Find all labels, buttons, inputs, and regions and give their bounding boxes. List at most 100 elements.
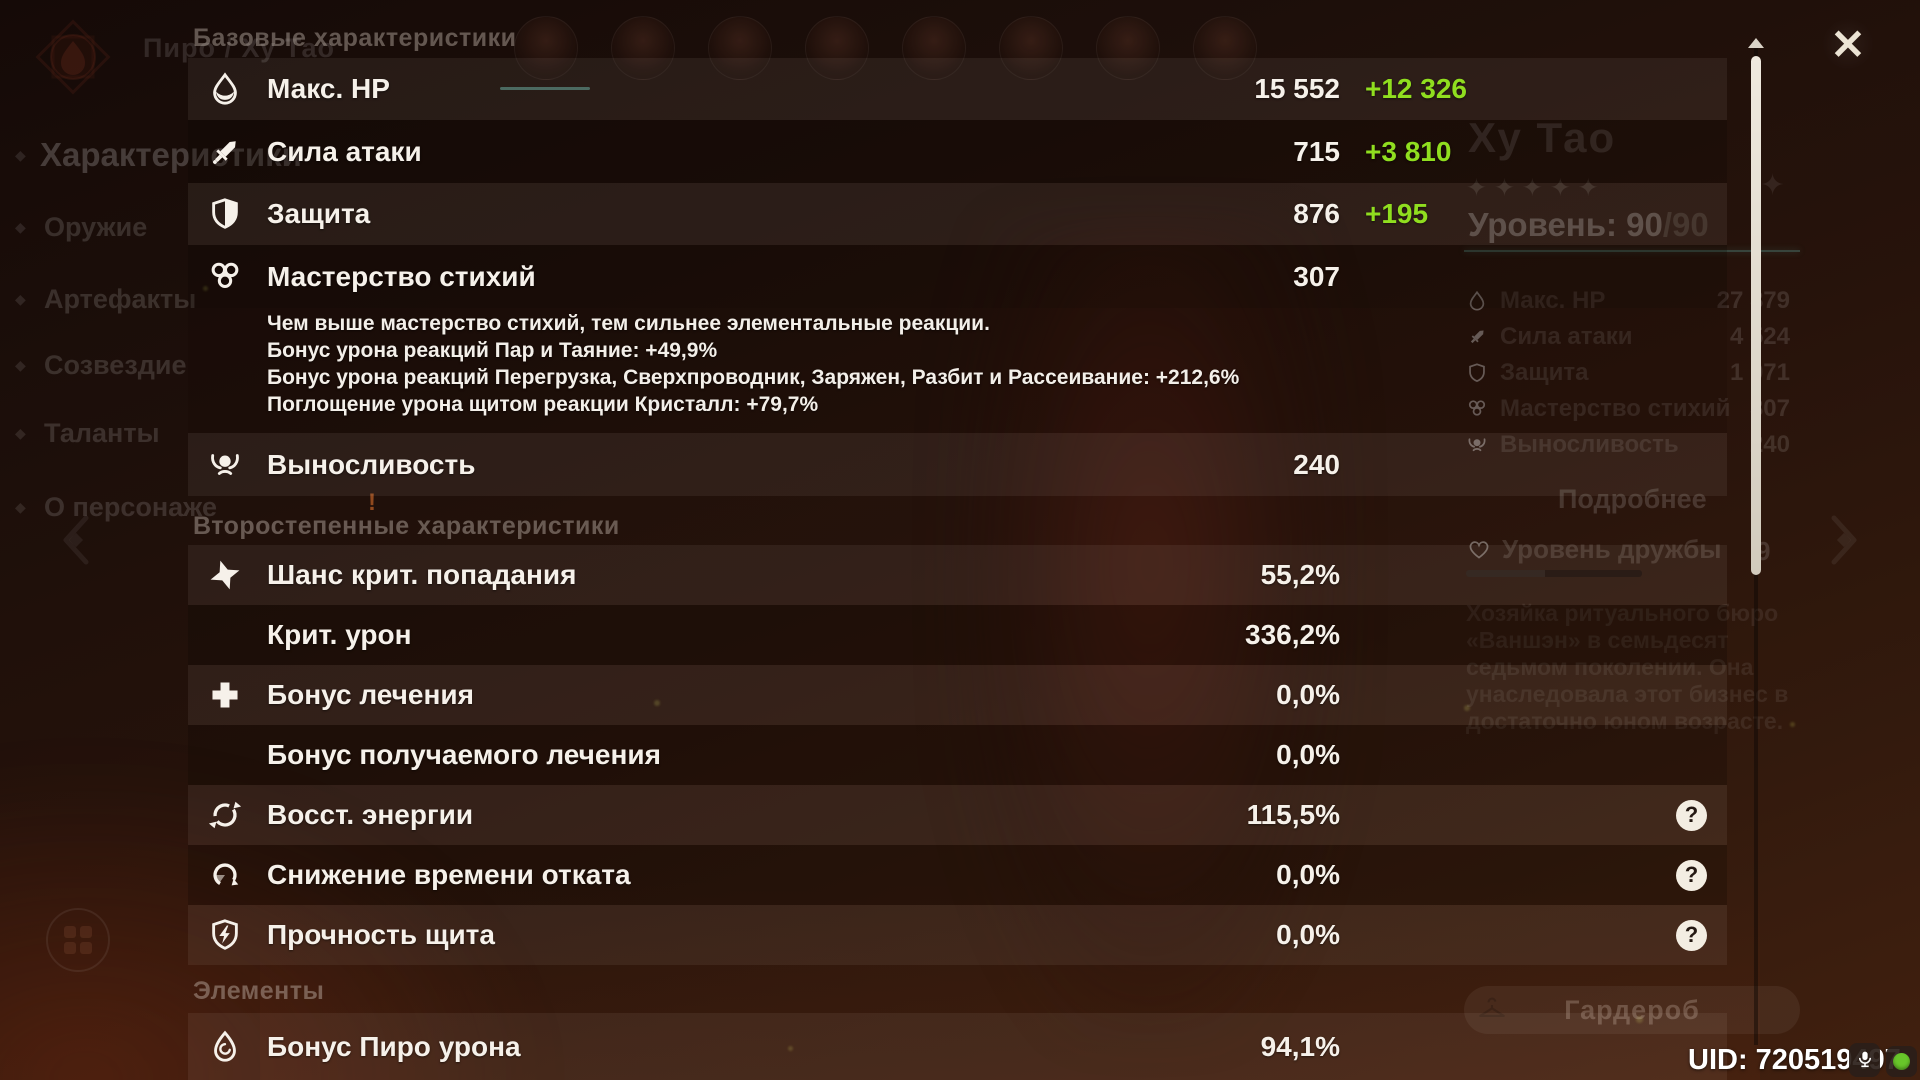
sparkle-dot xyxy=(203,286,208,291)
prev-character-arrow-icon[interactable] xyxy=(56,510,96,570)
party-avatar[interactable] xyxy=(611,16,675,80)
pyro-emblem-icon xyxy=(27,11,119,103)
sidebar-item-about[interactable]: О персонаже xyxy=(44,492,217,522)
friendship-progress-bar xyxy=(1466,570,1642,577)
stat-row-attack: Сила атаки 715 +3 810 xyxy=(188,120,1727,183)
sparkle-dot xyxy=(1636,1016,1643,1023)
help-icon[interactable]: ? xyxy=(1676,859,1707,891)
character-level: Уровень: 90/90 xyxy=(1468,206,1709,244)
help-icon[interactable]: ? xyxy=(1676,799,1707,831)
stat-row-elemental-mastery: Мастерство стихий 307 xyxy=(188,245,1727,308)
level-current: Уровень: 90 xyxy=(1468,206,1663,243)
sidebar-item-constellation[interactable]: Созвездие xyxy=(44,350,187,380)
help-icon[interactable]: ? xyxy=(1676,919,1707,951)
healing-bonus-icon xyxy=(205,675,245,715)
microphone-icon xyxy=(1855,1049,1875,1071)
diamond-bullet-icon: ◆ xyxy=(15,425,26,441)
character-name: Ху Тао xyxy=(1468,114,1617,161)
microphone-button[interactable] xyxy=(1849,1043,1880,1077)
scrollbar-thumb[interactable] xyxy=(1751,56,1761,575)
hanger-icon xyxy=(1476,994,1508,1026)
stat-bonus: +3 810 xyxy=(1365,135,1452,167)
party-avatar[interactable] xyxy=(514,16,578,80)
party-setup-button[interactable] xyxy=(46,908,110,972)
sparkle-dot xyxy=(788,1046,793,1051)
wardrobe-button[interactable]: Гардероб xyxy=(1464,986,1800,1034)
breadcrumb: Пиро / Ху Тао xyxy=(143,33,335,63)
party-avatar[interactable] xyxy=(805,16,869,80)
stat-row-crit-rate: Шанс крит. попадания 55,2% xyxy=(188,545,1727,605)
selected-avatar-underline xyxy=(500,87,590,90)
character-silhouette xyxy=(950,220,1350,1040)
panel-divider xyxy=(1464,250,1800,252)
sparkle-dot xyxy=(1790,722,1795,727)
stat-row-stamina: Выносливость 240 xyxy=(188,433,1727,496)
elemental-mastery-icon xyxy=(1466,398,1488,420)
green-status-dot-icon xyxy=(1893,1053,1910,1070)
defense-icon xyxy=(205,194,245,234)
crit-rate-icon xyxy=(205,555,245,595)
diamond-bullet-icon: ◆ xyxy=(15,291,26,307)
attack-icon xyxy=(1466,326,1488,348)
attack-icon xyxy=(205,132,245,172)
stat-row-pyro-bonus: Бонус Пиро урона 94,1% xyxy=(188,1013,1727,1080)
cooldown-reduction-icon xyxy=(205,855,245,895)
grid-icon xyxy=(64,926,92,954)
scroll-up-arrow-icon[interactable] xyxy=(1748,38,1764,48)
stat-bonus: +195 xyxy=(1365,198,1429,229)
stat-row-cooldown-reduction: Снижение времени отката 0,0% ? xyxy=(188,845,1727,905)
em-desc-line: Бонус урона реакций Пар и Таяние: +49,9% xyxy=(267,339,718,362)
party-avatar[interactable] xyxy=(1193,16,1257,80)
level-max: /90 xyxy=(1662,206,1709,243)
diamond-bullet-icon: ◆ xyxy=(15,147,26,163)
party-avatar[interactable] xyxy=(902,16,966,80)
stat-row-defense: Защита 876 +195 xyxy=(188,183,1727,245)
pyro-icon xyxy=(205,1027,245,1067)
sidebar-item-weapon[interactable]: Оружие xyxy=(44,212,148,242)
details-button[interactable]: Подробнее xyxy=(1558,484,1707,514)
friendship-row: Уровень дружбы xyxy=(1466,534,1721,565)
sparkle-dot xyxy=(1464,705,1470,711)
stat-row-incoming-healing: Бонус получаемого лечения 0,0% xyxy=(188,725,1727,785)
elemental-mastery-icon xyxy=(205,257,245,297)
sidebar-item-talents[interactable]: Таланты xyxy=(44,418,160,448)
defense-icon xyxy=(1466,362,1488,384)
character-description: Хозяйка ритуального бюро «Ваншэн» в семь… xyxy=(1466,600,1789,734)
diamond-bullet-icon: ◆ xyxy=(15,357,26,373)
energy-recharge-icon xyxy=(205,795,245,835)
stat-row-shield-strength: Прочность щита 0,0% ? xyxy=(188,905,1727,965)
party-avatar[interactable] xyxy=(999,16,1063,80)
party-avatar[interactable] xyxy=(708,16,772,80)
stamina-icon xyxy=(205,445,245,485)
stat-row-crit-dmg: Крит. урон 336,2% xyxy=(188,605,1727,665)
close-button[interactable]: ✕ xyxy=(1822,18,1874,70)
stat-row-max-hp: Макс. HP 15 552 +12 326 xyxy=(188,58,1727,120)
alert-badge: ! xyxy=(368,489,376,516)
bg-stat-row: Мастерство стихий 307 xyxy=(1466,394,1790,424)
sidebar-item-artifacts[interactable]: Артефакты xyxy=(44,284,197,314)
stat-bonus: +12 326 xyxy=(1365,73,1467,104)
party-avatar[interactable] xyxy=(1096,16,1160,80)
em-desc-line: Бонус урона реакций Перегрузка, Сверхпро… xyxy=(267,366,1240,389)
diamond-bullet-icon: ◆ xyxy=(15,219,26,235)
em-desc-line: Поглощение урона щитом реакции Кристалл:… xyxy=(267,393,819,416)
bg-stat-row: Выносливость 240 xyxy=(1466,430,1790,460)
sparkle-icon: ✦ xyxy=(1760,169,1786,202)
close-icon: ✕ xyxy=(1830,20,1866,68)
elemental-mastery-description: Чем выше мастерство стихий, тем сильнее … xyxy=(188,308,1727,433)
section-basic-stats: Базовые характеристики xyxy=(193,24,517,52)
hp-icon xyxy=(1466,290,1488,312)
stamina-icon xyxy=(1466,434,1488,456)
wardrobe-label: Гардероб xyxy=(1564,994,1700,1025)
shield-strength-icon xyxy=(205,915,245,955)
sidebar-item-characteristics[interactable]: Характеристики xyxy=(40,136,302,173)
hp-icon xyxy=(205,69,245,109)
stat-row-healing-bonus: Бонус лечения 0,0% xyxy=(188,665,1727,725)
next-character-arrow-icon[interactable] xyxy=(1824,510,1864,570)
diamond-bullet-icon: ◆ xyxy=(15,499,26,515)
friendship-heart-icon xyxy=(1466,537,1492,563)
section-secondary-stats: Второстепенные характеристики xyxy=(193,512,620,540)
status-indicator-button[interactable] xyxy=(1886,1046,1917,1077)
sparkle-dot xyxy=(654,700,660,706)
